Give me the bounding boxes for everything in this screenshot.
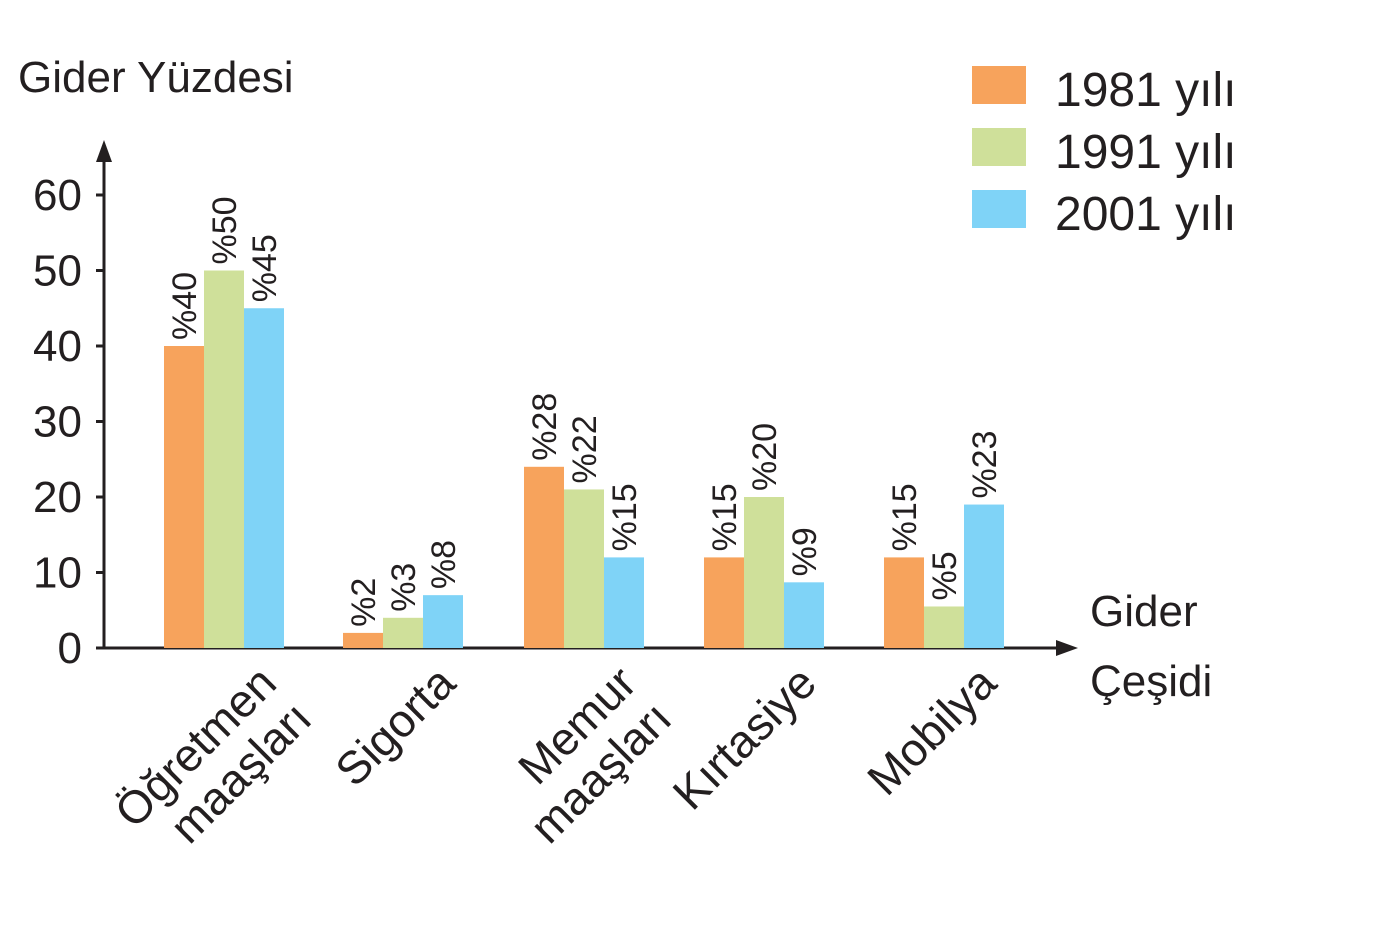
data-label: %15 (886, 483, 924, 551)
y-tick-label: 0 (58, 624, 82, 673)
data-label: %50 (206, 196, 244, 264)
bar (383, 617, 423, 648)
bar (884, 557, 924, 648)
category-label: Mobilya (857, 656, 1006, 805)
data-label: %3 (385, 563, 423, 612)
data-label: %45 (246, 234, 284, 302)
data-label: %40 (166, 272, 204, 340)
legend-swatch (972, 190, 1026, 228)
bar (423, 595, 463, 648)
bar (964, 504, 1004, 648)
legend-label: 1981 yılı (1055, 64, 1236, 117)
data-label: %15 (706, 483, 744, 551)
bar (784, 582, 824, 648)
data-label: %15 (606, 483, 644, 551)
bar (244, 308, 284, 648)
bar (343, 632, 383, 648)
bar (164, 346, 204, 648)
data-label: %23 (966, 430, 1004, 498)
bar (704, 557, 744, 648)
data-label: %2 (345, 578, 383, 627)
y-tick-label: 50 (33, 247, 82, 296)
legend-label: 1991 yılı (1055, 126, 1236, 179)
category-label: Sigorta (325, 656, 465, 796)
data-label: %20 (746, 423, 784, 491)
data-label: %8 (425, 540, 463, 589)
bars (164, 270, 1004, 648)
data-label: %9 (786, 527, 824, 576)
y-ticks: 0 10 20 30 40 50 60 (33, 171, 104, 673)
y-axis-arrow (96, 140, 112, 162)
x-axis-arrow (1056, 640, 1078, 656)
bar (744, 497, 784, 648)
y-tick-label: 40 (33, 322, 82, 371)
y-tick-label: 30 (33, 398, 82, 447)
x-axis-title-line: Çeşidi (1090, 657, 1212, 706)
bar (924, 606, 964, 648)
bar (604, 557, 644, 648)
data-label: %28 (526, 393, 564, 461)
legend-swatch (972, 66, 1026, 104)
legend-swatch (972, 128, 1026, 166)
x-axis-title-line: Gider (1090, 587, 1198, 636)
y-tick-label: 60 (33, 171, 82, 220)
data-label: %22 (566, 415, 604, 483)
bar (564, 489, 604, 648)
x-axis-title: Gider Çeşidi (1090, 587, 1212, 706)
category-label: Kırtasiye (663, 656, 826, 819)
legend-label: 2001 yılı (1055, 188, 1236, 241)
data-labels: %40 %2 %28 %15 %15 %50 %3 %22 %20 %5 %45 %8 %15 %9 %23 (166, 196, 1004, 626)
category-label-line: Kırtasiye (663, 656, 826, 819)
bar (524, 466, 564, 648)
y-tick-label: 20 (33, 473, 82, 522)
legend: 1981 yılı 1991 yılı 2001 yılı (972, 64, 1236, 241)
y-axis-title: Gider Yüzdesi (18, 53, 294, 102)
category-label-line: Sigorta (325, 656, 465, 796)
category-label-line: Mobilya (857, 656, 1006, 805)
y-tick-label: 10 (33, 549, 82, 598)
bar (204, 270, 244, 648)
data-label: %5 (926, 551, 964, 600)
